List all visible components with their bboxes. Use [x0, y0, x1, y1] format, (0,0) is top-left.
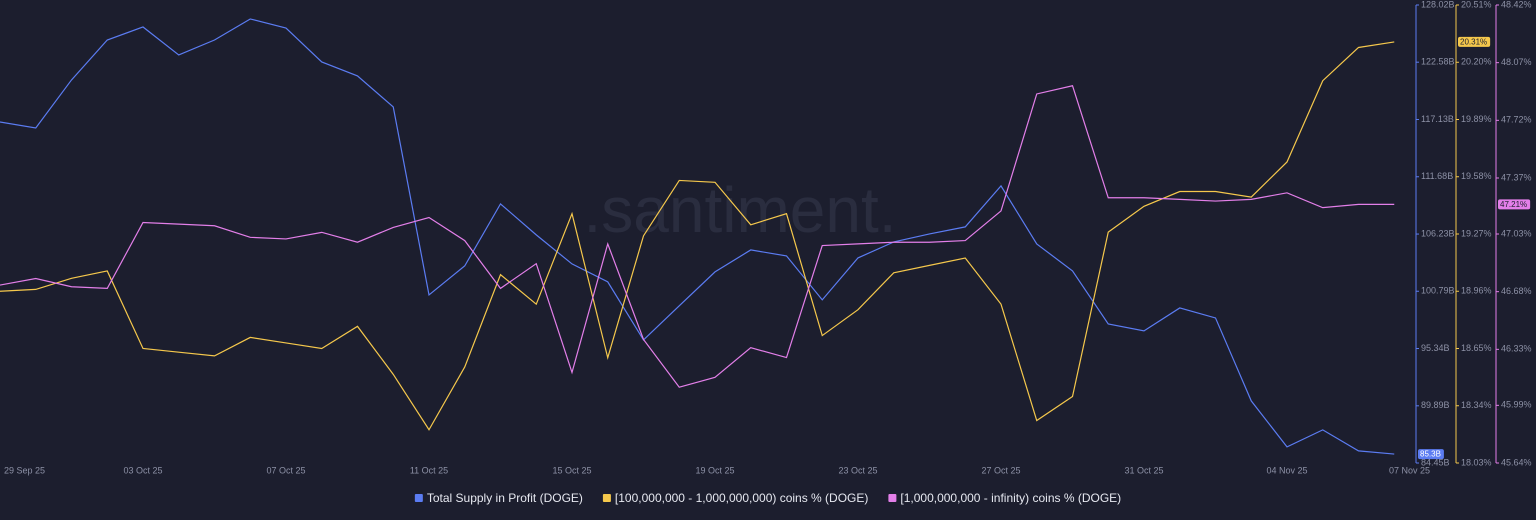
x-tick-label: 29 Sep 25 [4, 465, 45, 475]
y-tick-label: 100.79B [1421, 286, 1455, 296]
y-tick-label: 95.34B [1421, 343, 1450, 353]
x-tick-label: 03 Oct 25 [123, 465, 162, 475]
y-tick-label: 89.89B [1421, 400, 1450, 410]
legend-label: Total Supply in Profit (DOGE) [427, 491, 583, 505]
y-tick-label: 18.03% [1461, 457, 1492, 467]
y-tick-label: 18.34% [1461, 400, 1492, 410]
legend-label: [1,000,000,000 - infinity) coins % (DOGE… [900, 491, 1121, 505]
y-tick-label: 19.58% [1461, 171, 1492, 181]
legend-swatch [602, 494, 611, 502]
x-tick-label: 07 Oct 25 [266, 465, 305, 475]
series-line [0, 85, 1395, 388]
value-badge [1418, 449, 1444, 460]
series-line [0, 18, 1395, 455]
y-tick-label: 48.07% [1501, 57, 1532, 67]
watermark: .santiment. [583, 174, 896, 246]
y-tick-label: 46.33% [1501, 344, 1532, 354]
value-label: 85.3B [1420, 450, 1441, 459]
y-tick-label: 19.27% [1461, 228, 1492, 238]
y-tick-label: 106.23B [1421, 228, 1455, 238]
y-tick-label: 47.03% [1501, 228, 1532, 238]
y-tick-label: 20.20% [1461, 57, 1492, 67]
y-tick-label: 128.02B [1421, 0, 1455, 9]
value-label: 20.31% [1460, 38, 1487, 47]
y-tick-label: 117.13B [1421, 114, 1454, 124]
y-tick-label: 18.96% [1461, 286, 1492, 296]
y-tick-label: 46.68% [1501, 286, 1532, 296]
x-tick-label: 04 Nov 25 [1266, 465, 1307, 475]
value-label: 47.21% [1500, 200, 1527, 209]
legend-label: [100,000,000 - 1,000,000,000) coins % (D… [615, 491, 868, 505]
y-tick-label: 45.99% [1501, 400, 1532, 410]
y-tick-label: 18.65% [1461, 343, 1492, 353]
x-tick-label: 19 Oct 25 [695, 465, 734, 475]
legend-swatch [888, 494, 897, 502]
y-tick-label: 47.37% [1501, 172, 1532, 182]
x-tick-label: 07 Nov 25 [1389, 465, 1430, 475]
x-tick-label: 27 Oct 25 [981, 465, 1020, 475]
y-tick-label: 20.51% [1461, 0, 1492, 9]
y-tick-label: 48.42% [1501, 0, 1532, 9]
y-tick-label: 45.64% [1501, 457, 1532, 467]
x-tick-label: 15 Oct 25 [552, 465, 591, 475]
value-badge [1458, 36, 1491, 47]
y-tick-label: 122.58B [1421, 57, 1455, 67]
y-tick-label: 19.89% [1461, 114, 1492, 124]
value-badge [1498, 199, 1531, 210]
x-tick-label: 23 Oct 25 [838, 465, 877, 475]
legend-swatch [414, 494, 423, 502]
x-tick-label: 11 Oct 25 [410, 465, 448, 475]
y-tick-label: 47.72% [1501, 115, 1532, 125]
y-tick-label: 84.45B [1421, 457, 1450, 467]
x-tick-label: 31 Oct 25 [1124, 465, 1163, 475]
y-tick-label: 111.68B [1421, 171, 1453, 181]
